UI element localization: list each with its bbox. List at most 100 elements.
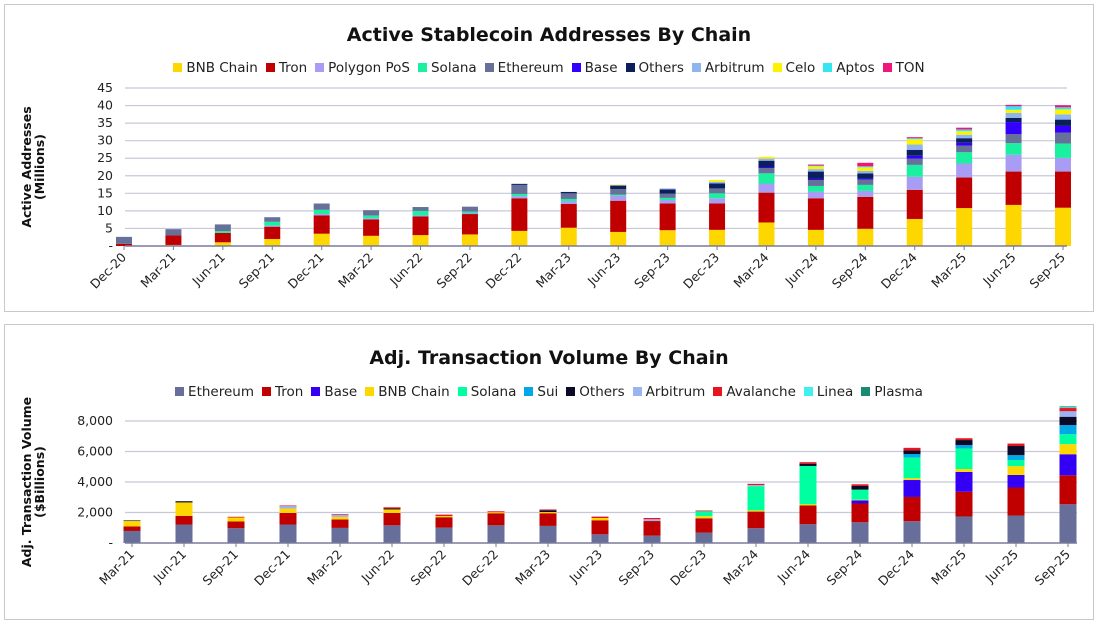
bar-segment-base [1055, 125, 1071, 133]
bar-segment-tron [383, 512, 401, 526]
bar-segment-base [807, 178, 824, 180]
bar-segment-solana [511, 194, 528, 197]
bar-segment-avalanche [591, 516, 609, 518]
bar-segment-ton [857, 162, 874, 167]
x-tick-label: Jun-24 [774, 546, 814, 586]
bar-segment-ethereum [659, 193, 676, 198]
chart-title: Adj. Transaction Volume By Chain [369, 347, 729, 369]
bar-segment-arbitrum [610, 184, 627, 186]
bar-segment-bnb-chain [279, 508, 297, 513]
bar-segment-bnb-chain [214, 242, 231, 246]
bar-segment-ethereum [511, 184, 528, 195]
legend-label: Avalanche [726, 384, 796, 400]
bar-segment-solana [903, 457, 921, 479]
bar-segment-polygon-pos [709, 198, 726, 204]
bar-segment-avalanche [903, 447, 921, 451]
bar-segment-ethereum [610, 189, 627, 195]
bar-segment-bnb-chain [313, 233, 330, 246]
chart-legend: BNB Chain Tron Polygon PoS Solana Ethereum Ba… [5, 60, 1093, 76]
bar-segment-bnb-chain [903, 478, 921, 481]
y-tick-label: 4,000 [77, 474, 113, 489]
bar-segment-tron [955, 491, 973, 517]
bar-segment-ethereum [747, 528, 765, 543]
bar-segment-tron [1005, 171, 1022, 205]
bar-segment-bnb-chain [412, 235, 429, 246]
bar-segment-base [758, 167, 775, 169]
legend-item: Ethereum [175, 384, 254, 400]
bar-segment-ethereum [461, 206, 478, 212]
bar-segment-avalanche [227, 516, 245, 518]
legend-item: Celo [772, 60, 815, 76]
bar-segment-others [610, 185, 627, 190]
legend-swatch [566, 387, 576, 396]
y-tick-label: 5 [105, 220, 113, 235]
bar-segment-solana [799, 465, 817, 505]
bar-segment-tron [165, 235, 182, 245]
chart-plot: - 5 10 15 20 25 30 35 40 45 Active Addresses(Milli… [19, 80, 1071, 292]
bar-segment-ton [1005, 104, 1022, 107]
bar-segment-ethereum [1007, 515, 1025, 543]
bar-segment-avalanche [643, 517, 661, 520]
legend-label: Others [579, 384, 625, 400]
x-tick-label: Jun-25 [979, 250, 1019, 290]
x-tick-label: Jun-21 [150, 547, 190, 587]
bar-segment-polygon-pos [560, 201, 577, 204]
bar-segment-linea [1059, 407, 1077, 409]
bar-segment-tron [214, 232, 231, 243]
y-tick-label: 15 [97, 185, 113, 200]
bar-segment-ethereum [643, 535, 661, 543]
bar-segment-tron [461, 214, 478, 235]
bar-segment-sui [1059, 425, 1077, 435]
bar-segment-solana [695, 511, 713, 517]
legend-item: BNB Chain [173, 60, 258, 76]
legend-label: Tron [278, 60, 308, 76]
bar-segment-avalanche [695, 510, 713, 512]
bar-segment-celo [610, 184, 627, 186]
bar-segment-aptos [906, 138, 923, 140]
x-tick-label: Dec-20 [87, 249, 129, 291]
legend-label: BNB Chain [186, 60, 258, 76]
legend-swatch [524, 387, 534, 396]
legend-label: Aptos [836, 60, 875, 76]
legend-label: TON [895, 60, 925, 76]
bar-segment-aptos [807, 165, 824, 167]
bar-segment-polygon-pos [807, 191, 824, 199]
bar-segment-solana [857, 184, 874, 191]
bar-segment-tron [487, 513, 505, 526]
bar-segment-bnb-chain [1005, 204, 1022, 246]
bar-segment-ethereum [175, 524, 193, 543]
bar-segment-bnb-chain [659, 230, 676, 246]
legend-label: Sui [537, 384, 559, 400]
legend-swatch [175, 387, 185, 396]
bar-segment-ethereum [279, 524, 297, 543]
bar-segment-aptos [857, 166, 874, 168]
bar-segment-tron [412, 216, 429, 236]
bar-segment-solana [1055, 143, 1071, 158]
bar-segment-celo [709, 179, 726, 182]
bar-segment-arbitrum [643, 519, 661, 522]
chart-plot: - 2,000 4,000 6,000 8,000 Adj. Transaction Vo… [19, 397, 1077, 589]
legend-label: Plasma [874, 384, 923, 400]
bar-segment-bnb-chain [956, 208, 973, 246]
legend-swatch [265, 63, 275, 72]
x-tick-label: Sep-21 [236, 250, 278, 292]
bar-segment-others [903, 450, 921, 455]
bar-segment-arbitrum [279, 506, 297, 509]
bar-segment-avalanche [1007, 443, 1025, 447]
x-tick-label: Jun-22 [358, 547, 398, 587]
bar-segment-tron [116, 243, 132, 246]
bar-segment-bnb-chain [435, 516, 453, 518]
bar-segment-ethereum [799, 524, 817, 543]
y-axis-label: ($Billions) [32, 446, 47, 518]
bar-segment-arbitrum [906, 144, 923, 150]
bar-segment-polygon-pos [857, 190, 874, 197]
legend-swatch [311, 387, 321, 396]
bar-segment-ethereum [1059, 504, 1077, 543]
bar-segment-ethereum [758, 168, 775, 174]
bar-segment-polygon-pos [1055, 157, 1071, 172]
x-tick-label: Jun-23 [584, 250, 624, 290]
bar-segment-ethereum [807, 179, 824, 186]
bar-segment-aptos [1055, 107, 1071, 110]
legend-swatch [772, 63, 782, 72]
bar-segment-others [709, 183, 726, 189]
